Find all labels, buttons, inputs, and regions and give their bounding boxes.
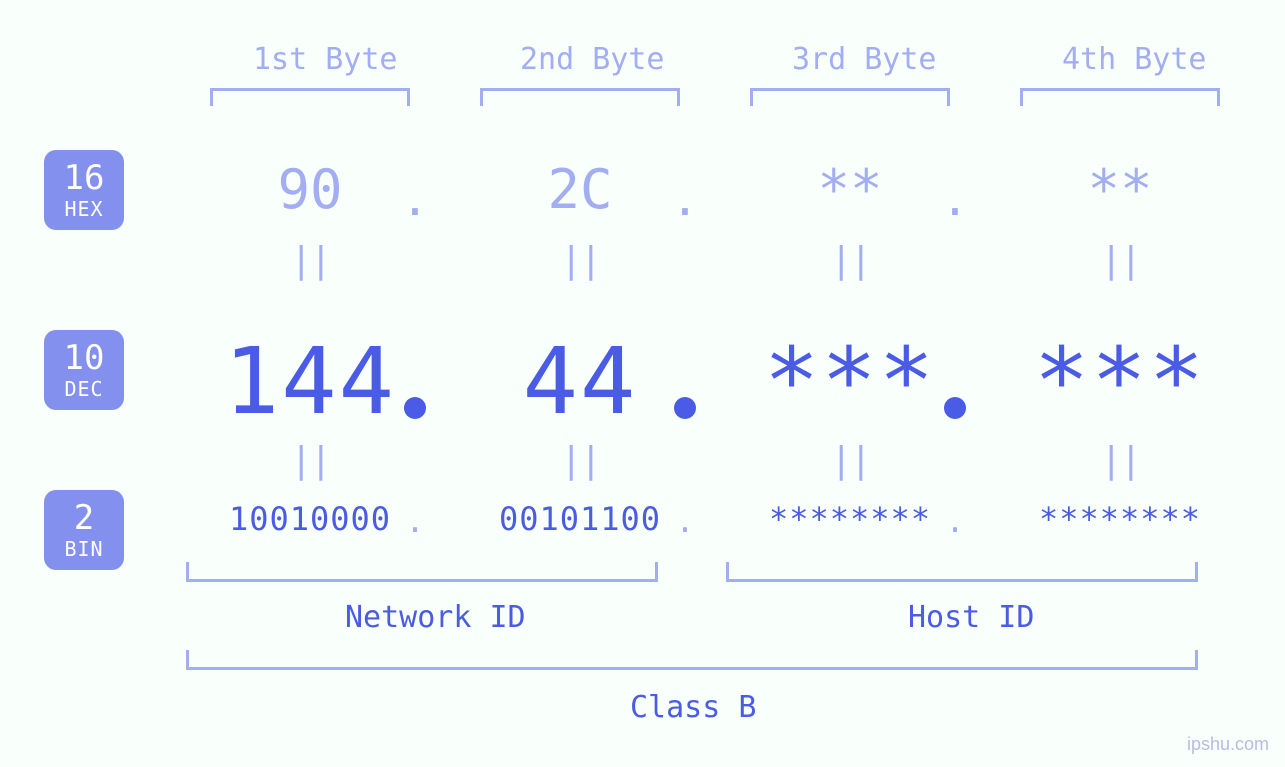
bin-dot-3: . [940, 502, 970, 540]
dec-dot-2 [670, 352, 700, 436]
equals-icon: || [990, 240, 1250, 281]
badge-hex-base: 16 [64, 161, 105, 195]
badge-hex-name: HEX [64, 199, 103, 219]
byte-header-1: 1st Byte [253, 42, 398, 77]
dec-dot-1 [400, 352, 430, 436]
label-network-id: Network ID [345, 600, 526, 635]
badge-bin-name: BIN [64, 539, 103, 559]
byte-header-2: 2nd Byte [520, 42, 665, 77]
bottom-bracket-class [186, 650, 1198, 670]
bin-byte-4: ******** [985, 500, 1255, 538]
label-host-id: Host ID [908, 600, 1034, 635]
badge-dec-name: DEC [64, 379, 103, 399]
equals-icon: || [990, 440, 1250, 481]
equals-icon: || [180, 240, 440, 281]
badge-dec: 10 DEC [44, 330, 124, 410]
top-bracket-1 [210, 88, 410, 106]
byte-header-4: 4th Byte [1062, 42, 1207, 77]
bottom-bracket-host [726, 562, 1198, 582]
equals-icon: || [450, 440, 710, 481]
top-bracket-3 [750, 88, 950, 106]
hex-byte-4: ** [990, 158, 1250, 221]
bin-dot-1: . [400, 502, 430, 540]
equals-icon: || [720, 440, 980, 481]
top-bracket-2 [480, 88, 680, 106]
equals-icon: || [450, 240, 710, 281]
hex-dot-3: . [940, 172, 970, 226]
bin-dot-2: . [670, 502, 700, 540]
byte-header-3: 3rd Byte [792, 42, 937, 77]
equals-icon: || [720, 240, 980, 281]
top-bracket-4 [1020, 88, 1220, 106]
hex-dot-1: . [400, 172, 430, 226]
badge-dec-base: 10 [64, 341, 105, 375]
dec-byte-4: *** [990, 328, 1250, 435]
badge-bin: 2 BIN [44, 490, 124, 570]
equals-icon: || [180, 440, 440, 481]
label-class: Class B [630, 690, 756, 725]
badge-bin-base: 2 [74, 501, 94, 535]
badge-hex: 16 HEX [44, 150, 124, 230]
watermark: ipshu.com [1187, 734, 1269, 755]
hex-dot-2: . [670, 172, 700, 226]
bottom-bracket-network [186, 562, 658, 582]
dec-dot-3 [940, 352, 970, 436]
